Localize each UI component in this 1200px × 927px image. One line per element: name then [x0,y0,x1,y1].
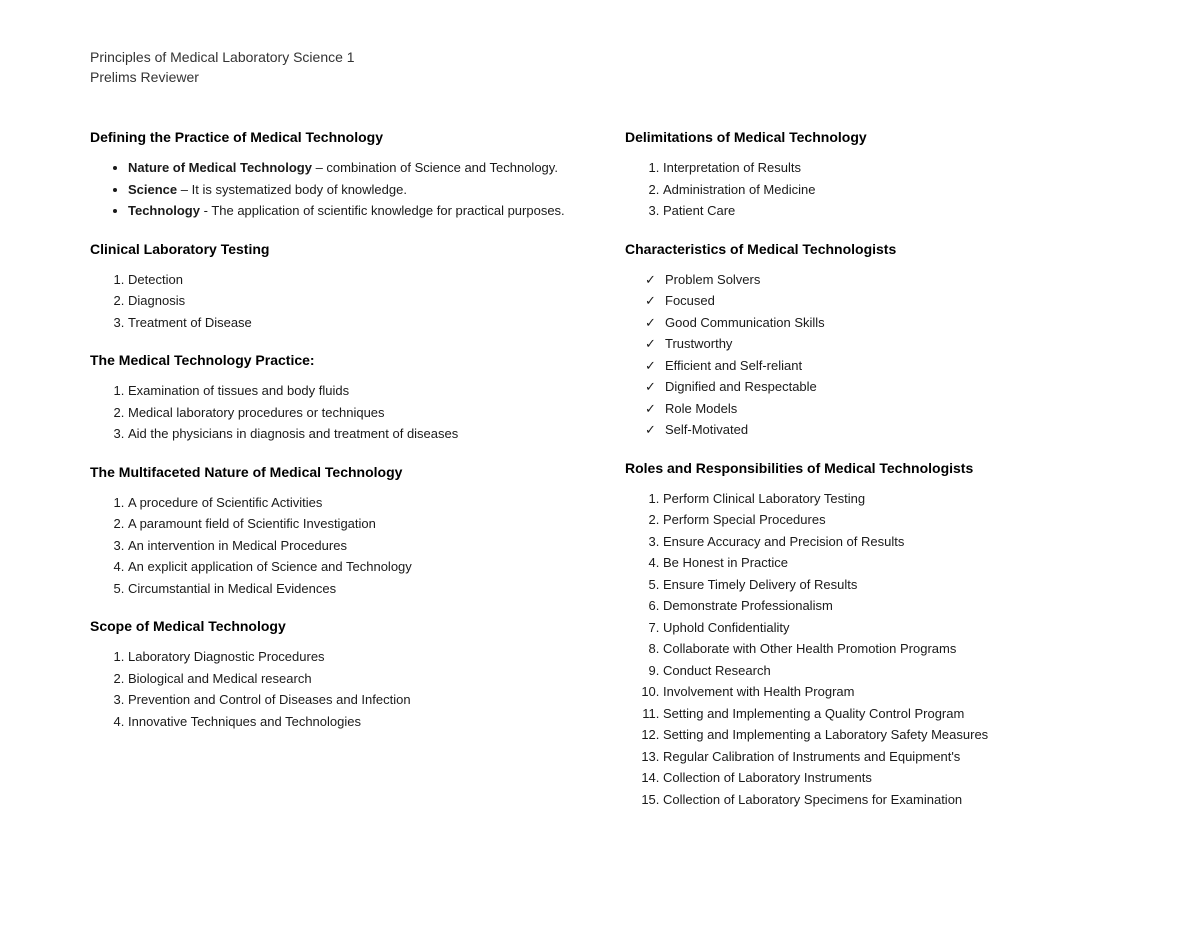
list-item: Demonstrate Professionalism [663,596,1110,616]
list-item: Ensure Accuracy and Precision of Results [663,532,1110,552]
list-item: Technology - The application of scientif… [128,201,575,221]
section-title: Clinical Laboratory Testing [90,239,575,260]
section-title: Defining the Practice of Medical Technol… [90,127,575,148]
list-item: Collaborate with Other Health Promotion … [663,639,1110,659]
list-item: Interpretation of Results [663,158,1110,178]
definition: The application of scientific knowledge … [211,203,564,218]
list-item: Perform Clinical Laboratory Testing [663,489,1110,509]
ordered-list: Perform Clinical Laboratory Testing Perf… [625,489,1110,810]
list-item: Patient Care [663,201,1110,221]
ordered-list: Laboratory Diagnostic Procedures Biologi… [90,647,575,731]
right-column: Delimitations of Medical Technology Inte… [625,127,1110,823]
term: Science [128,182,177,197]
content-columns: Defining the Practice of Medical Technol… [90,127,1110,823]
left-column: Defining the Practice of Medical Technol… [90,127,575,823]
term: Nature of Medical Technology [128,160,312,175]
dash: – [312,160,326,175]
list-item: Collection of Laboratory Specimens for E… [663,790,1110,810]
ordered-list: Interpretation of Results Administration… [625,158,1110,221]
header-line-2: Prelims Reviewer [90,68,1110,88]
list-item: Focused [649,291,1110,311]
list-item: Role Models [649,399,1110,419]
list-item: Aid the physicians in diagnosis and trea… [128,424,575,444]
list-item: Medical laboratory procedures or techniq… [128,403,575,423]
list-item: Innovative Techniques and Technologies [128,712,575,732]
list-item: Self-Motivated [649,420,1110,440]
list-item: Perform Special Procedures [663,510,1110,530]
list-item: Diagnosis [128,291,575,311]
list-item: Collection of Laboratory Instruments [663,768,1110,788]
list-item: Good Communication Skills [649,313,1110,333]
list-item: Setting and Implementing a Laboratory Sa… [663,725,1110,745]
ordered-list: Examination of tissues and body fluids M… [90,381,575,444]
section-title: The Multifaceted Nature of Medical Techn… [90,462,575,483]
list-item: Nature of Medical Technology – combinati… [128,158,575,178]
check-list: Problem Solvers Focused Good Communicati… [625,270,1110,440]
definition: It is systematized body of knowledge. [192,182,407,197]
list-item: Problem Solvers [649,270,1110,290]
list-item: Involvement with Health Program [663,682,1110,702]
section-title: Scope of Medical Technology [90,616,575,637]
list-item: Uphold Confidentiality [663,618,1110,638]
list-item: Efficient and Self-reliant [649,356,1110,376]
term: Technology [128,203,200,218]
list-item: Conduct Research [663,661,1110,681]
document-header: Principles of Medical Laboratory Science… [90,48,1110,87]
list-item: An intervention in Medical Procedures [128,536,575,556]
list-item: Treatment of Disease [128,313,575,333]
list-item: A paramount field of Scientific Investig… [128,514,575,534]
definition: combination of Science and Technology. [326,160,558,175]
list-item: Ensure Timely Delivery of Results [663,575,1110,595]
list-item: An explicit application of Science and T… [128,557,575,577]
list-item: Dignified and Respectable [649,377,1110,397]
list-item: A procedure of Scientific Activities [128,493,575,513]
section-title: Characteristics of Medical Technologists [625,239,1110,260]
ordered-list: A procedure of Scientific Activities A p… [90,493,575,599]
list-item: Science – It is systematized body of kno… [128,180,575,200]
list-item: Regular Calibration of Instruments and E… [663,747,1110,767]
section-title: Roles and Responsibilities of Medical Te… [625,458,1110,479]
list-item: Biological and Medical research [128,669,575,689]
header-line-1: Principles of Medical Laboratory Science… [90,48,1110,68]
definition-list: Nature of Medical Technology – combinati… [90,158,575,221]
list-item: Laboratory Diagnostic Procedures [128,647,575,667]
list-item: Setting and Implementing a Quality Contr… [663,704,1110,724]
section-title: Delimitations of Medical Technology [625,127,1110,148]
list-item: Examination of tissues and body fluids [128,381,575,401]
dash: – [177,182,191,197]
list-item: Detection [128,270,575,290]
section-title: The Medical Technology Practice: [90,350,575,371]
list-item: Trustworthy [649,334,1110,354]
list-item: Circumstantial in Medical Evidences [128,579,575,599]
list-item: Prevention and Control of Diseases and I… [128,690,575,710]
list-item: Administration of Medicine [663,180,1110,200]
dash: - [200,203,211,218]
list-item: Be Honest in Practice [663,553,1110,573]
ordered-list: Detection Diagnosis Treatment of Disease [90,270,575,333]
